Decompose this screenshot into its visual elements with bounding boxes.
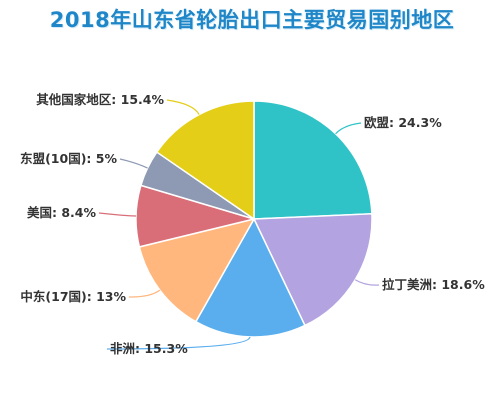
pie-slice xyxy=(138,217,256,323)
pie-slice xyxy=(253,100,373,220)
slice-label: 美国: 8.4% xyxy=(27,205,96,220)
pie-slice xyxy=(155,100,255,221)
leader-line xyxy=(128,289,161,298)
leader-line xyxy=(119,158,148,169)
slice-label: 其他国家地区: 15.4% xyxy=(36,92,164,107)
slice-label: 欧盟: 24.3% xyxy=(364,115,442,130)
slice-label: 中东(17国): 13% xyxy=(20,289,126,304)
slice-label: 非洲: 15.3% xyxy=(110,341,188,356)
leader-line xyxy=(335,122,362,135)
leader-line xyxy=(106,336,251,350)
chart-title: 2018年山东省轮胎出口主要贸易国别地区 xyxy=(49,8,455,32)
slice-label: 东盟(10国): 5% xyxy=(20,151,117,166)
leader-line xyxy=(354,279,380,286)
leader-line xyxy=(98,212,137,217)
pie-slice xyxy=(194,217,306,338)
slice-label: 拉丁美洲: 18.6% xyxy=(382,277,485,292)
leader-line xyxy=(166,99,200,115)
